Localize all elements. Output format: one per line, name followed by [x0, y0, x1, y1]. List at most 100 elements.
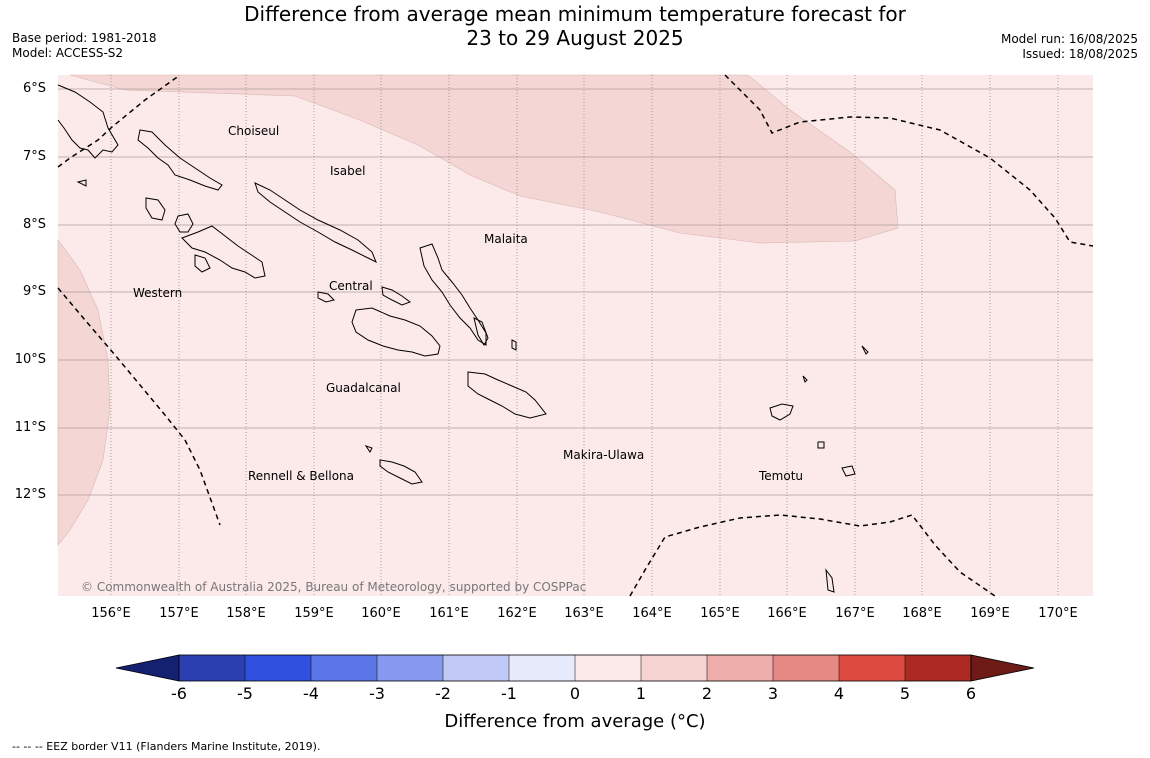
lon-label-161e: 161°E — [429, 606, 469, 621]
lon-label-165e: 165°E — [700, 606, 740, 621]
model-name: Model: ACCESS-S2 — [12, 46, 124, 60]
colorbar-tick-1: 1 — [635, 684, 647, 703]
lon-label-168e: 168°E — [902, 606, 942, 621]
lon-label-164e: 164°E — [632, 606, 672, 621]
colorbar-bin-7 — [575, 655, 641, 681]
lon-label-163e: 163°E — [564, 606, 604, 621]
lat-gridlines — [58, 88, 1093, 496]
footnote-eez: -- -- -- EEZ border V11 (Flanders Marine… — [12, 740, 321, 753]
colorbar-bin-1 — [179, 655, 245, 681]
region-label-western: Western — [133, 286, 183, 300]
island-reef — [861, 345, 869, 355]
island-duff — [802, 375, 808, 383]
colorbar-bin-2 — [245, 655, 311, 681]
colorbar-tick-neg2: -2 — [435, 684, 451, 703]
island-malaita — [419, 243, 487, 346]
island-santa-cruz — [769, 403, 794, 421]
lat-label-8s: 8°S — [22, 217, 46, 232]
meta-left: Base period: 1981-2018 Model: ACCESS-S2 — [12, 31, 157, 61]
colorbar-bin-4 — [377, 655, 443, 681]
lon-label-160e: 160°E — [361, 606, 401, 621]
colorbar-tick-6: 6 — [965, 684, 977, 703]
island-guadalcanal — [351, 307, 441, 357]
colorbar-tick-2: 2 — [701, 684, 713, 703]
colorbar-tick-neg1: -1 — [501, 684, 517, 703]
island-bellona — [364, 445, 373, 453]
chart-title: Difference from average mean minimum tem… — [200, 2, 950, 50]
eez-border-northwest — [57, 74, 181, 168]
lat-label-7s: 7°S — [22, 149, 46, 164]
island-ulawa — [511, 339, 517, 351]
warm-zone-north — [69, 74, 899, 244]
island-vella — [145, 197, 166, 221]
colorbar-high-extension — [970, 654, 1035, 682]
lon-label-162e: 162°E — [497, 606, 537, 621]
region-label-isabel: Isabel — [330, 164, 366, 178]
colorbar-tick-4: 4 — [833, 684, 845, 703]
colorbar-tick-neg5: -5 — [237, 684, 253, 703]
region-label-choiseul: Choiseul — [228, 124, 280, 138]
colorbar-tick-neg3: -3 — [369, 684, 385, 703]
lon-label-156e: 156°E — [91, 606, 131, 621]
warm-zone-west — [57, 239, 111, 546]
island-ontong — [76, 179, 87, 187]
colorbar-dividers — [244, 655, 906, 681]
colorbar-bin-3 — [311, 655, 377, 681]
region-label-guadalcanal: Guadalcanal — [326, 381, 401, 395]
lon-label-157e: 157°E — [159, 606, 199, 621]
island-florida — [381, 286, 412, 306]
map-panel: 6°S 7°S 8°S 9°S 10°S 11°S 12°S 156°E 157… — [14, 74, 1094, 621]
lon-label-170e: 170°E — [1038, 606, 1078, 621]
island-vanikoro — [841, 465, 856, 477]
island-rendova — [194, 254, 211, 273]
colorbar-low-extension — [115, 654, 180, 682]
colorbar-bin-8 — [641, 655, 707, 681]
title-line-2: 23 to 29 August 2025 — [466, 26, 684, 50]
lat-label-12s: 12°S — [14, 487, 46, 502]
issued-date: Issued: 18/08/2025 — [1022, 47, 1138, 61]
island-rennell — [379, 459, 423, 485]
base-period: Base period: 1981-2018 — [12, 31, 157, 45]
eez-border-south — [629, 514, 996, 597]
island-russell — [317, 291, 335, 303]
lat-label-9s: 9°S — [22, 284, 46, 299]
island-kolombangara — [174, 213, 194, 233]
title-line-1: Difference from average mean minimum tem… — [244, 2, 906, 26]
colorbar-bin-12 — [905, 655, 971, 681]
eez-border-west — [57, 287, 221, 526]
region-label-temotu: Temotu — [759, 469, 804, 483]
island-choiseul — [137, 129, 223, 191]
colorbar-tick-3: 3 — [767, 684, 779, 703]
island-new-georgia — [181, 225, 266, 279]
eez-borders — [57, 74, 1094, 597]
region-label-rennell: Rennell & Bellona — [248, 469, 355, 483]
colorbar-bin-5 — [443, 655, 509, 681]
region-label-central: Central — [329, 279, 373, 293]
islands — [57, 84, 869, 593]
island-makira — [467, 371, 547, 419]
colorbar-bin-11 — [839, 655, 905, 681]
lon-label-166e: 166°E — [767, 606, 807, 621]
lat-label-10s: 10°S — [14, 352, 46, 367]
island-tinakula — [817, 441, 825, 449]
map-svg — [57, 74, 1094, 597]
colorbar-tick-5: 5 — [899, 684, 911, 703]
colorbar — [115, 654, 1035, 682]
colorbar-bin-6 — [509, 655, 575, 681]
colorbar-tick-0: 0 — [569, 684, 581, 703]
colorbar-tick-neg6: -6 — [171, 684, 187, 703]
region-label-makira: Makira-Ulawa — [563, 448, 645, 462]
region-label-malaita: Malaita — [484, 232, 528, 246]
lon-label-159e: 159°E — [294, 606, 334, 621]
colorbar-tick-neg4: -4 — [303, 684, 319, 703]
colorbar-bin-10 — [773, 655, 839, 681]
island-bougainville — [57, 84, 119, 159]
lon-label-158e: 158°E — [226, 606, 266, 621]
model-run: Model run: 16/08/2025 — [1000, 32, 1138, 46]
lon-label-167e: 167°E — [835, 606, 875, 621]
island-small-malaita — [473, 317, 489, 346]
colorbar-title: Difference from average (°C) — [444, 711, 706, 732]
lat-label-6s: 6°S — [22, 81, 46, 96]
island-isabel — [254, 182, 377, 264]
island-anuta — [825, 568, 835, 593]
